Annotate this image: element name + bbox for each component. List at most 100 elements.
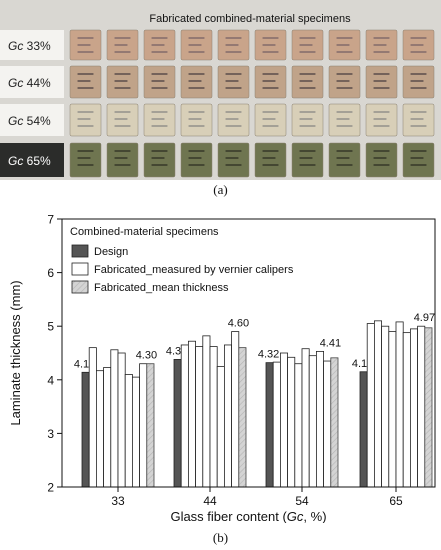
legend-swatch [71, 244, 89, 258]
x-axis-label: Glass fiber content (Gc, %) [170, 509, 326, 523]
specimen-tile [180, 142, 213, 178]
specimen-tile [328, 65, 361, 99]
row-label: Gc 65% [8, 154, 51, 168]
specimen-tile [328, 142, 361, 178]
row-label-band [0, 66, 64, 98]
specimen-tile [328, 103, 361, 137]
design-bar [359, 371, 368, 488]
measured-bar [366, 323, 375, 488]
specimen-tile [291, 103, 324, 137]
measured-bar [231, 331, 240, 488]
measured-bar [96, 370, 105, 488]
mean-value-label: 4.41 [320, 337, 341, 349]
measured-bar [139, 363, 148, 488]
measured-bar [409, 328, 418, 488]
mean-bar [146, 363, 155, 488]
measured-bar [417, 325, 426, 488]
mean-value-label: 4.97 [414, 312, 435, 324]
specimen-tile [69, 103, 102, 137]
measured-bar [209, 346, 218, 488]
specimen-tile [291, 65, 324, 99]
y-tick-label: 6 [47, 266, 54, 280]
specimen-tile [69, 142, 102, 178]
specimen-tile [402, 142, 435, 178]
specimen-photo-panel: Fabricated combined-material specimens Gc… [0, 0, 441, 180]
legend-entry: Fabricated_measured by vernier calipers [94, 264, 294, 276]
legend-title: Combined-material specimens [70, 226, 219, 238]
measured-bar [287, 356, 296, 488]
specimen-tile [217, 142, 250, 178]
measured-bar [272, 361, 281, 488]
legend-entry: Design [94, 246, 128, 258]
y-tick-label: 2 [47, 481, 54, 495]
row-label-band [0, 143, 64, 177]
specimen-tile [402, 65, 435, 99]
specimen-tile [254, 65, 287, 99]
specimen-tile [365, 103, 398, 137]
specimen-tile [291, 142, 324, 178]
x-tick-label: 65 [389, 494, 403, 508]
measured-bar [117, 352, 126, 488]
specimen-photo: Fabricated combined-material specimens Gc… [0, 0, 441, 180]
thickness-chart-panel: Laminate thickness (mm) 2 3 4 5 6 7 4.14 4.30 33 4… [0, 203, 441, 550]
measured-bar [103, 367, 112, 488]
design-bar [81, 371, 90, 488]
measured-bar [373, 320, 382, 488]
design-bar [265, 362, 274, 488]
row-label: Gc 44% [8, 76, 51, 90]
specimen-tile [365, 65, 398, 99]
design-bar [173, 359, 182, 488]
measured-bar [216, 365, 225, 488]
measured-bar [223, 344, 232, 488]
specimen-tile [402, 103, 435, 137]
measured-bar [402, 332, 411, 488]
specimen-tile [143, 103, 176, 137]
y-axis-label: Laminate thickness (mm) [8, 280, 23, 425]
specimen-tile [69, 65, 102, 99]
measured-bar [308, 355, 317, 488]
legend-swatch [71, 262, 89, 276]
y-tick-label: 3 [47, 427, 54, 441]
design-value-label: 4.32 [258, 349, 279, 361]
specimen-tile [217, 103, 250, 137]
y-tick-label: 7 [47, 213, 54, 227]
y-tick-label: 4 [47, 373, 54, 387]
specimen-tile [217, 65, 250, 99]
measured-bar [323, 360, 332, 488]
specimen-tile [143, 65, 176, 99]
mean-bar [330, 357, 339, 488]
row-label: Gc 33% [8, 39, 51, 53]
row-label-band [0, 30, 64, 60]
measured-bar [88, 347, 97, 488]
measured-bar [124, 374, 133, 488]
specimen-tile [180, 65, 213, 99]
measured-bar [301, 348, 310, 488]
measured-bar [195, 346, 204, 488]
measured-bar [110, 349, 119, 488]
measured-bar [279, 352, 288, 488]
specimen-tile [143, 142, 176, 178]
thickness-bar-chart: Laminate thickness (mm)2345674.144.30334… [8, 213, 436, 524]
specimen-tile [106, 65, 139, 99]
mean-value-label: 4.60 [228, 318, 249, 330]
photo-title: Fabricated combined-material specimens [149, 13, 351, 25]
y-tick-label: 5 [47, 320, 54, 334]
plot-frame [61, 218, 436, 488]
measured-bar [180, 344, 189, 488]
specimen-tile [106, 142, 139, 178]
row-label-band [0, 104, 64, 136]
x-tick-label: 44 [203, 494, 217, 508]
measured-bar [131, 376, 140, 488]
specimen-tile [180, 103, 213, 137]
specimen-tile [365, 142, 398, 178]
legend-entry: Fabricated_mean thickness [94, 282, 229, 294]
mean-value-label: 4.30 [136, 350, 157, 362]
legend-swatch [71, 280, 89, 294]
measured-bar [315, 350, 324, 488]
mean-bar [238, 347, 247, 488]
specimen-tile [254, 142, 287, 178]
measured-bar [388, 331, 397, 488]
row-label: Gc 54% [8, 114, 51, 128]
caption-b: (b) [212, 530, 229, 545]
x-tick-label: 54 [295, 494, 309, 508]
